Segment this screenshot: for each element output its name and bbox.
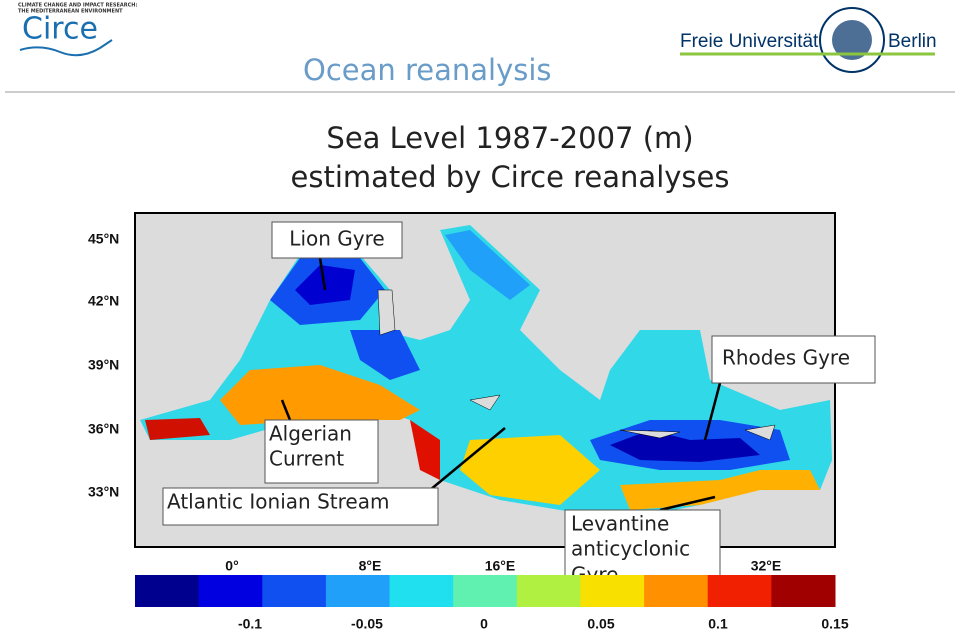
annotation-box — [711, 335, 876, 384]
logo-berlin: Berlin — [888, 31, 937, 52]
annotation: Algerian — [269, 422, 352, 446]
heading: Sea Level 1987-2007 (m) — [326, 121, 693, 155]
colorbar-tick-label: -0.1 — [238, 616, 262, 632]
lon-label: 0° — [225, 558, 238, 574]
colorbar-swatch — [771, 575, 836, 607]
corsica-sardinia — [377, 289, 396, 336]
colorbar-swatch — [389, 575, 454, 607]
logo-seal-inner — [832, 20, 872, 60]
colorbar-swatch — [198, 575, 263, 607]
heading: estimated by Circe reanalyses — [291, 160, 730, 194]
colorbar-swatch — [644, 575, 709, 607]
logo-tagline: CLIMATE CHANGE AND IMPACT RESEARCH: — [18, 3, 137, 9]
sicily — [469, 394, 501, 411]
arrows — [280, 257, 722, 512]
logo-fu: Freie Universität — [680, 31, 819, 52]
colorbar-tick-label: -0.05 — [351, 616, 383, 632]
annotation: Atlantic Ionian Stream — [167, 490, 389, 514]
lon-label: 32°E — [751, 558, 782, 574]
lat-label: 39°N — [88, 357, 119, 373]
annotation: Levantine — [571, 512, 669, 536]
colorbar-tick-label: 0 — [480, 616, 488, 632]
colorbar-tick-label: 0.15 — [821, 616, 848, 632]
sea — [140, 225, 832, 520]
lon-label: 8°E — [359, 558, 382, 574]
annotation-box — [271, 221, 403, 259]
colorbar-tick-label: 0.05 — [587, 616, 614, 632]
colorbar-swatch — [516, 575, 581, 607]
annotation: Current — [269, 447, 344, 471]
cyprus — [744, 424, 776, 441]
colorbar-swatch — [135, 575, 200, 607]
logo-circe: Circe — [22, 12, 98, 47]
logo-wave — [19, 39, 113, 57]
colorbar-swatch — [325, 575, 391, 607]
annotation-box — [264, 419, 379, 484]
lat-label: 36°N — [88, 421, 119, 437]
logo-tagline: THE MEDITERRANEAN ENVIRONMENT — [18, 9, 123, 15]
lat-label: 45°N — [88, 231, 119, 247]
slide-title: Ocean reanalysis — [303, 53, 552, 87]
lon-label: 16°E — [485, 558, 516, 574]
lat-label: 33°N — [88, 484, 119, 500]
annotation: Rhodes Gyre — [722, 346, 850, 370]
colorbar-swatch — [453, 575, 518, 607]
colorbar-tick-label: 0.1 — [708, 616, 728, 632]
crete — [619, 429, 681, 439]
annotation: Lion Gyre — [289, 227, 384, 251]
lat-label: 42°N — [88, 293, 119, 309]
annotation-box — [162, 487, 439, 526]
colorbar-swatch — [707, 575, 772, 607]
colorbar: -0.1 -0.05 0 0.05 0.1 0.15 — [135, 575, 849, 632]
colorbar-swatch — [580, 575, 645, 607]
annotation: anticyclonic — [571, 537, 690, 561]
colorbar-swatch — [262, 575, 327, 607]
